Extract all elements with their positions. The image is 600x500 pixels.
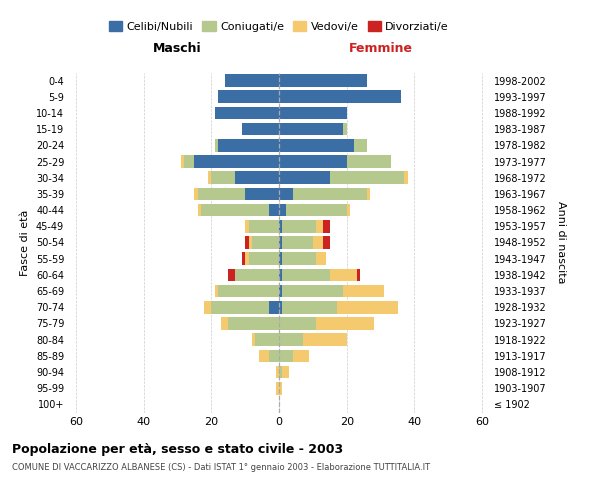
- Bar: [198, 188, 245, 200]
- Bar: [330, 172, 404, 184]
- Bar: [367, 188, 370, 200]
- Bar: [252, 236, 279, 249]
- Bar: [228, 317, 279, 330]
- Bar: [245, 188, 279, 200]
- Bar: [211, 172, 235, 184]
- Bar: [279, 268, 283, 281]
- Bar: [215, 139, 218, 151]
- Bar: [228, 268, 235, 281]
- Bar: [316, 317, 374, 330]
- Bar: [252, 334, 255, 346]
- Bar: [279, 123, 343, 136]
- Bar: [279, 252, 283, 265]
- Bar: [218, 139, 279, 151]
- Bar: [269, 350, 279, 362]
- Y-axis label: Anni di nascita: Anni di nascita: [556, 201, 566, 283]
- Bar: [194, 188, 198, 200]
- Bar: [279, 139, 353, 151]
- Bar: [279, 74, 367, 87]
- Bar: [283, 366, 289, 378]
- Bar: [245, 220, 248, 232]
- Bar: [404, 172, 408, 184]
- Bar: [259, 350, 269, 362]
- Bar: [242, 252, 245, 265]
- Bar: [201, 204, 269, 216]
- Bar: [184, 155, 194, 168]
- Bar: [275, 366, 279, 378]
- Bar: [337, 301, 398, 314]
- Bar: [269, 204, 279, 216]
- Text: Popolazione per età, sesso e stato civile - 2003: Popolazione per età, sesso e stato civil…: [12, 442, 343, 456]
- Bar: [279, 220, 283, 232]
- Bar: [316, 220, 323, 232]
- Bar: [283, 285, 343, 298]
- Text: COMUNE DI VACCARIZZO ALBANESE (CS) - Dati ISTAT 1° gennaio 2003 - Elaborazione T: COMUNE DI VACCARIZZO ALBANESE (CS) - Dat…: [12, 462, 430, 471]
- Bar: [279, 188, 293, 200]
- Bar: [279, 350, 293, 362]
- Bar: [293, 350, 310, 362]
- Bar: [323, 236, 330, 249]
- Bar: [225, 74, 279, 87]
- Bar: [245, 236, 248, 249]
- Bar: [279, 334, 303, 346]
- Bar: [255, 334, 279, 346]
- Bar: [248, 236, 252, 249]
- Bar: [194, 155, 279, 168]
- Bar: [221, 317, 228, 330]
- Bar: [283, 268, 330, 281]
- Bar: [198, 204, 201, 216]
- Bar: [283, 252, 316, 265]
- Text: Maschi: Maschi: [153, 42, 202, 55]
- Bar: [248, 252, 279, 265]
- Bar: [283, 220, 316, 232]
- Bar: [208, 172, 211, 184]
- Bar: [323, 220, 330, 232]
- Legend: Celibi/Nubili, Coniugati/e, Vedovi/e, Divorziati/e: Celibi/Nubili, Coniugati/e, Vedovi/e, Di…: [104, 17, 454, 36]
- Bar: [303, 334, 347, 346]
- Bar: [330, 268, 357, 281]
- Bar: [205, 301, 211, 314]
- Bar: [279, 382, 283, 394]
- Bar: [347, 155, 391, 168]
- Bar: [181, 155, 184, 168]
- Bar: [215, 106, 279, 120]
- Bar: [242, 123, 279, 136]
- Bar: [218, 90, 279, 103]
- Bar: [286, 204, 347, 216]
- Bar: [211, 301, 269, 314]
- Bar: [293, 188, 367, 200]
- Bar: [283, 236, 313, 249]
- Bar: [275, 382, 279, 394]
- Bar: [245, 252, 248, 265]
- Text: Femmine: Femmine: [349, 42, 413, 55]
- Bar: [279, 317, 316, 330]
- Bar: [218, 285, 279, 298]
- Bar: [235, 268, 279, 281]
- Bar: [248, 220, 279, 232]
- Bar: [283, 301, 337, 314]
- Bar: [279, 155, 347, 168]
- Bar: [347, 204, 350, 216]
- Bar: [279, 285, 283, 298]
- Bar: [279, 301, 283, 314]
- Bar: [279, 204, 286, 216]
- Bar: [279, 172, 330, 184]
- Bar: [269, 301, 279, 314]
- Bar: [313, 236, 323, 249]
- Bar: [279, 366, 283, 378]
- Bar: [279, 90, 401, 103]
- Bar: [357, 268, 360, 281]
- Bar: [235, 172, 279, 184]
- Bar: [279, 106, 347, 120]
- Bar: [343, 285, 384, 298]
- Bar: [215, 285, 218, 298]
- Bar: [343, 123, 347, 136]
- Bar: [279, 236, 283, 249]
- Bar: [353, 139, 367, 151]
- Y-axis label: Fasce di età: Fasce di età: [20, 210, 30, 276]
- Bar: [316, 252, 326, 265]
